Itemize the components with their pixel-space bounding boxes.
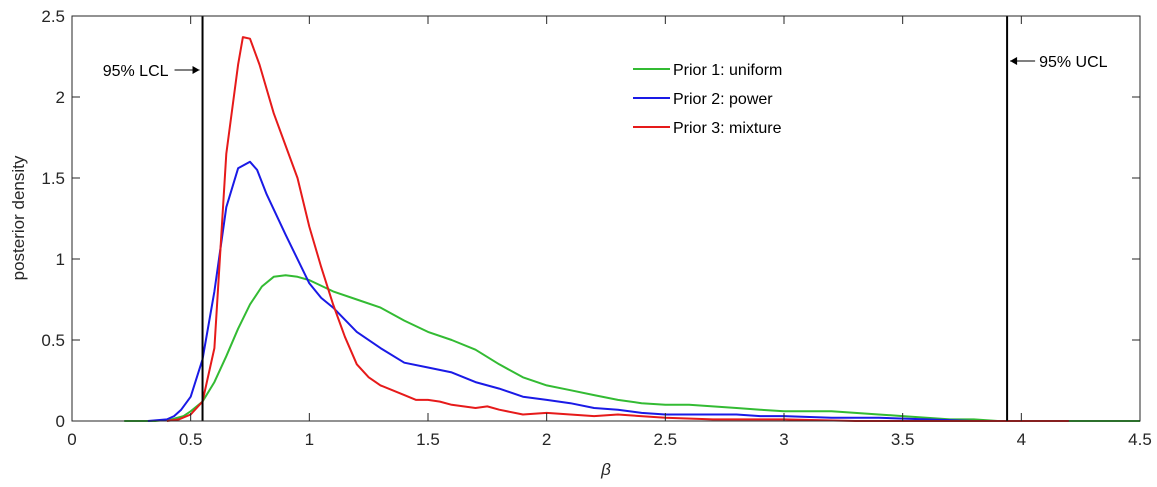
legend-label-2: Prior 2: power bbox=[673, 91, 773, 108]
x-tick-label: 3.5 bbox=[891, 430, 915, 449]
legend-label-3: Prior 3: mixture bbox=[673, 120, 782, 137]
annotation-label: 95% LCL bbox=[103, 63, 169, 80]
plot-background bbox=[72, 16, 1140, 421]
y-tick-label: 0.5 bbox=[41, 331, 65, 350]
plot-frame bbox=[71, 15, 1141, 422]
series-line-3 bbox=[166, 36, 1069, 422]
x-tick-label: 3 bbox=[779, 430, 788, 449]
x-tick-label: 1 bbox=[305, 430, 314, 449]
annotation-label: 95% UCL bbox=[1039, 54, 1108, 71]
y-tick-label: 1 bbox=[56, 250, 65, 269]
x-tick-label: 0.5 bbox=[179, 430, 203, 449]
x-tick-label: 4.5 bbox=[1128, 430, 1152, 449]
y-tick-label: 0 bbox=[56, 412, 65, 431]
x-axis-label: β bbox=[600, 460, 611, 479]
x-tick-label: 2 bbox=[542, 430, 551, 449]
annotation-arrowhead bbox=[192, 66, 200, 74]
x-axis: 0 0.5 1 1.5 2 2.5 3 3.5 4 4.5 bbox=[67, 16, 1152, 449]
x-tick-label: 4 bbox=[1017, 430, 1026, 449]
legend-label-1: Prior 1: uniform bbox=[673, 62, 782, 79]
y-axis-label: posterior density bbox=[9, 155, 28, 280]
series-line-2 bbox=[147, 160, 1069, 422]
y-tick-label: 2 bbox=[56, 88, 65, 107]
annotation-layer: 95% LCL 95% UCL bbox=[103, 16, 1108, 421]
x-tick-label: 1.5 bbox=[416, 430, 440, 449]
x-tick-label: 2.5 bbox=[654, 430, 678, 449]
series-layer bbox=[124, 36, 1140, 422]
annotation-arrowhead bbox=[1010, 57, 1018, 65]
legend: Prior 1: uniform Prior 2: power Prior 3: m… bbox=[633, 62, 782, 137]
y-tick-label: 2.5 bbox=[41, 7, 65, 26]
series-line-1 bbox=[124, 274, 1140, 422]
y-tick-label: 1.5 bbox=[41, 169, 65, 188]
y-axis: 0 0.5 1 1.5 2 2.5 bbox=[41, 7, 1140, 431]
x-tick-label: 0 bbox=[67, 430, 76, 449]
